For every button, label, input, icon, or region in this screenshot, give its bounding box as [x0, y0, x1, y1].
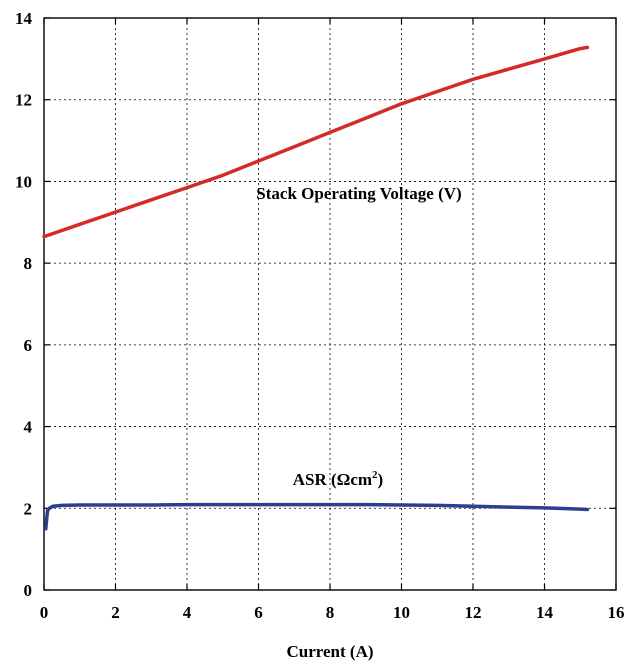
x-tick-label: 0 [40, 603, 49, 622]
y-tick-label: 14 [15, 9, 33, 28]
x-axis-label: Current (A) [286, 642, 373, 661]
y-tick-labels: 0 2 4 6 8 10 12 14 [15, 9, 33, 600]
x-tick-label: 14 [536, 603, 554, 622]
x-tick-label: 6 [254, 603, 263, 622]
voltage-series-label: Stack Operating Voltage (V) [256, 184, 461, 203]
voltage-series-line [42, 45, 590, 239]
y-tick-label: 4 [24, 418, 33, 437]
grid [44, 18, 616, 590]
asr-label-end: ) [378, 470, 384, 489]
y-tick-label: 8 [24, 254, 33, 273]
y-tick-label: 2 [24, 499, 33, 518]
x-tick-label: 12 [465, 603, 482, 622]
x-tick-label: 4 [183, 603, 192, 622]
y-tick-label: 10 [15, 172, 32, 191]
x-tick-label: 16 [608, 603, 625, 622]
asr-label-sup: 2 [372, 469, 378, 481]
x-tick-label: 8 [326, 603, 335, 622]
tick-marks [43, 17, 617, 591]
y-tick-label: 0 [24, 581, 33, 600]
x-tick-label: 2 [111, 603, 120, 622]
series [42, 45, 590, 531]
asr-series-label: ASR (Ωcm2) [293, 469, 383, 489]
x-tick-label: 10 [393, 603, 410, 622]
asr-series-line [44, 502, 590, 531]
y-tick-label: 12 [15, 91, 32, 110]
x-tick-labels: 0 2 4 6 8 10 12 14 16 [40, 603, 625, 622]
asr-label-main: ASR (Ωcm [293, 470, 372, 489]
y-tick-label: 6 [24, 336, 33, 355]
